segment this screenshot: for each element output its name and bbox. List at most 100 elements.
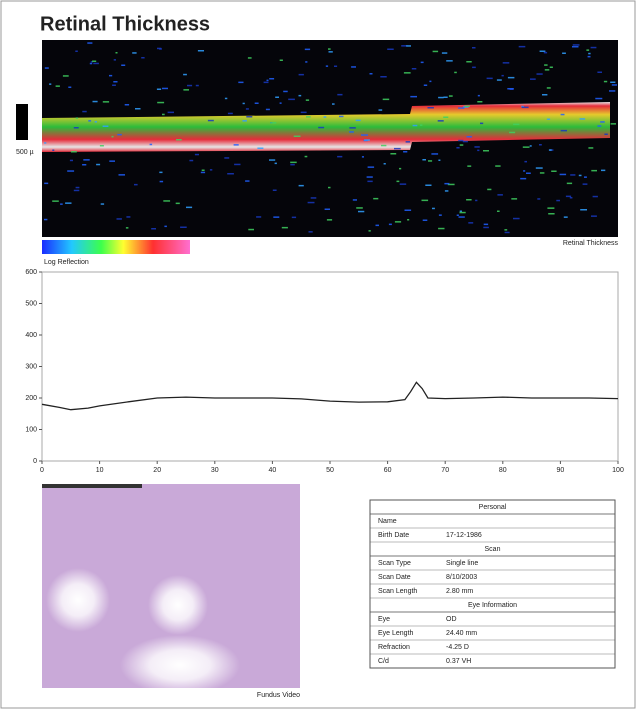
speckle [521,106,529,109]
speckle [524,160,527,163]
speckle [257,147,264,149]
speckle [422,219,428,221]
speckle [438,96,444,99]
plot-frame [41,271,619,462]
speckle [513,123,520,126]
speckle [109,74,113,77]
speckle [111,135,114,138]
speckle [187,84,193,87]
speckle [375,224,379,227]
speckle [539,144,542,146]
speckle [90,61,93,63]
speckle [49,83,52,85]
speckle [544,69,550,71]
speckle [109,160,115,162]
oct-speckles [44,42,617,234]
speckle [427,107,434,109]
speckle [477,149,480,152]
speckle [560,129,567,132]
cell-label: Birth Date [378,532,409,539]
x-tick-label: 80 [499,467,507,474]
speckle [580,209,587,211]
speckle [496,79,502,81]
speckle [149,143,153,146]
speckle [477,94,480,97]
speckle [245,180,250,182]
speckle [446,60,453,62]
speckle [75,50,78,52]
speckle [584,176,587,178]
speckle [290,161,297,164]
speckle [75,186,80,189]
speckle [304,155,308,158]
speckle [468,222,474,224]
x-tick-label: 50 [326,467,334,474]
speckle [404,209,412,211]
speckle [242,120,247,122]
x-tick-label: 60 [384,467,392,474]
fundus-highlight [148,575,208,635]
speckle [325,65,329,67]
speckle [549,66,553,68]
speckle [382,98,390,101]
speckle [355,119,361,122]
speckle [233,144,239,146]
speckle [275,96,279,98]
speckle [559,173,567,176]
speckle [116,218,122,220]
speckle [83,159,90,161]
speckle [437,120,444,122]
speckle [290,163,295,166]
speckle [358,210,365,213]
speckle [438,214,442,216]
speckle [265,108,270,111]
speckle [467,165,472,167]
cell-label: Eye [378,616,390,623]
speckle [420,124,423,126]
speckle [486,77,493,80]
speckle [504,231,510,234]
x-tick-label: 100 [612,467,624,474]
speckle [361,156,364,158]
speckle [509,131,516,134]
speckle [113,59,116,61]
speckle [272,189,277,191]
speckle [438,227,445,230]
speckle [447,183,455,186]
speckle [100,203,105,205]
speckle [535,167,543,169]
speckle [189,159,194,162]
speckle [247,57,252,59]
speckle [112,84,116,86]
speckle [366,176,373,178]
speckle [497,210,500,212]
speckle [163,200,171,202]
speckle [183,89,189,91]
speckle [611,84,617,86]
speckle [592,195,598,198]
speckle [390,153,397,155]
speckle [115,52,118,54]
speckle [441,52,448,54]
speckle [595,97,603,100]
speckle [383,163,386,165]
speckle [126,216,131,218]
speckle [298,184,304,187]
speckle [544,64,548,66]
speckle [70,151,77,153]
speckle [368,230,371,232]
speckle [246,116,253,118]
section-title: Personal [479,504,507,511]
speckle [407,219,410,221]
cell-value: -4.25 D [446,644,469,651]
speckle [582,183,588,185]
speckle [274,162,277,165]
speckle [102,125,109,127]
speckle [394,147,401,150]
speckle [55,85,60,87]
speckle [507,76,515,79]
speckle [94,121,97,123]
speckle [242,102,245,105]
speckle [423,84,428,86]
